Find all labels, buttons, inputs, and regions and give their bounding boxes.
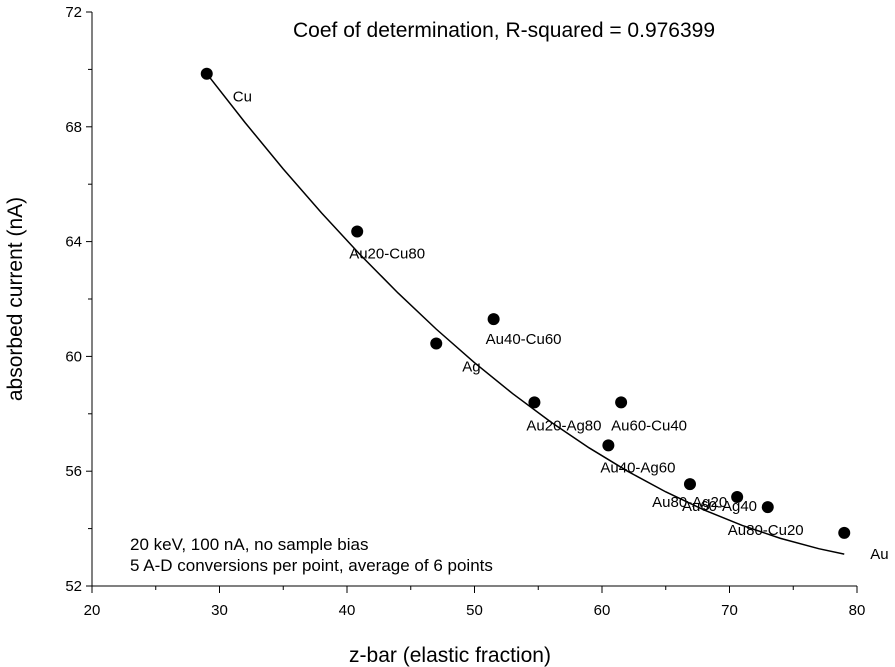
x-tick-label: 30	[211, 602, 228, 619]
fit-curve	[206, 73, 845, 555]
conditions-annotation: 20 keV, 100 nA, no sample bias	[130, 535, 368, 554]
data-point	[602, 439, 615, 452]
point-label: Au40-Ag60	[600, 459, 675, 476]
data-point	[528, 396, 541, 409]
data-point	[200, 67, 213, 80]
axes: 52 56 60 64 68 72 20 30 40 50 60 70 80	[65, 4, 865, 619]
point-labels: Cu Au20-Cu80 Ag Au40-Cu60 Au20-Ag80 Au60-Cu40…	[233, 89, 889, 563]
x-tick-label: 60	[594, 602, 611, 619]
data-point	[351, 225, 364, 238]
point-label: Au40-Cu60	[486, 331, 562, 348]
x-tick-label: 20	[84, 602, 101, 619]
y-tick-label: 68	[65, 119, 82, 136]
data-points	[200, 67, 851, 539]
data-point	[838, 526, 851, 539]
point-label: Au60-Cu40	[611, 417, 687, 434]
y-tick-label: 64	[65, 234, 82, 251]
data-point	[731, 491, 744, 504]
point-label: Au80-Ag20	[652, 494, 727, 511]
x-tick-label: 50	[466, 602, 483, 619]
y-tick-label: 72	[65, 4, 82, 21]
x-tick-label: 80	[849, 602, 866, 619]
point-label: Au60-Ag40	[682, 498, 757, 515]
x-axis-label: z-bar (elastic fraction)	[349, 644, 551, 667]
y-tick-label: 52	[65, 578, 82, 595]
x-tick-label: 70	[721, 602, 738, 619]
point-label: Cu	[233, 89, 252, 106]
data-point	[487, 313, 500, 326]
data-point	[615, 396, 628, 409]
y-tick-label: 60	[65, 348, 82, 365]
method-annotation: 5 A-D conversions per point, average of …	[130, 556, 493, 575]
point-label: Au	[870, 546, 888, 563]
point-label: Au80-Cu20	[728, 522, 804, 539]
data-point	[761, 501, 774, 514]
point-label: Ag	[462, 358, 480, 375]
point-label: Au20-Cu80	[349, 246, 425, 263]
point-label: Au20-Ag80	[526, 417, 601, 434]
y-axis-label: absorbed current (nA)	[4, 197, 27, 401]
r-squared-annotation: Coef of determination, R-squared = 0.976…	[293, 19, 715, 42]
data-point	[430, 337, 443, 350]
x-tick-label: 40	[339, 602, 356, 619]
data-point	[683, 478, 696, 491]
y-tick-label: 56	[65, 463, 82, 480]
